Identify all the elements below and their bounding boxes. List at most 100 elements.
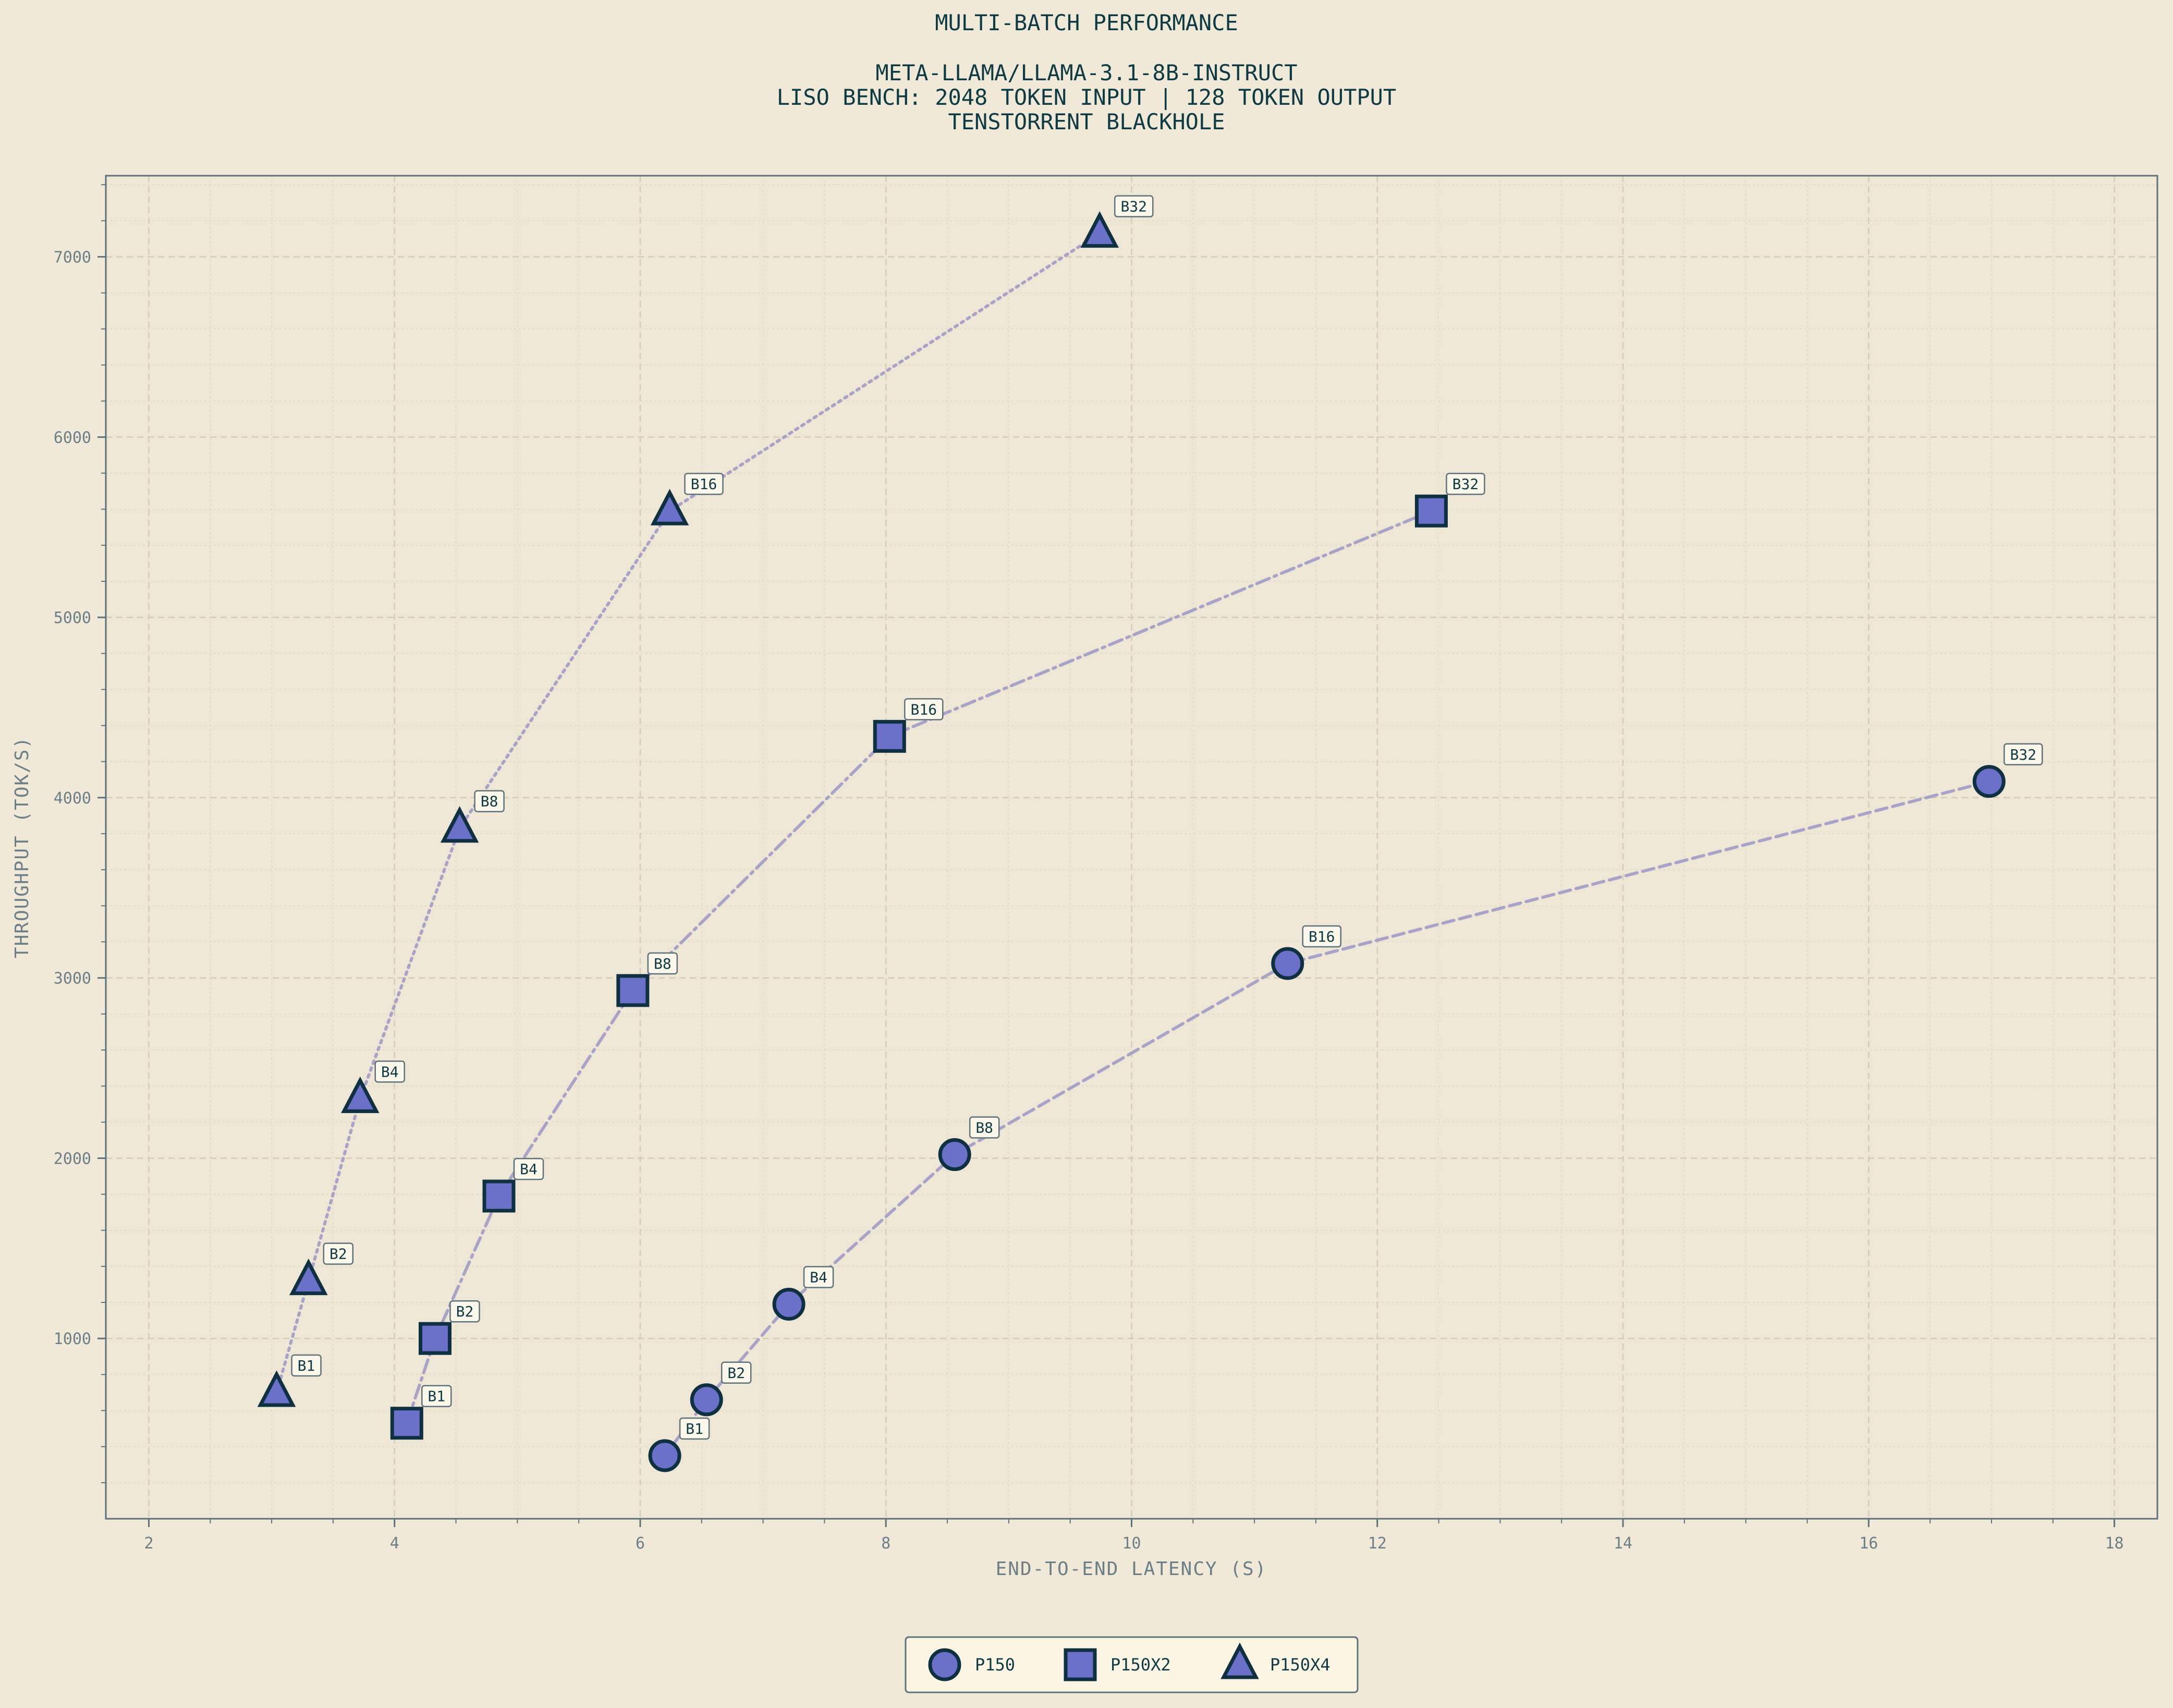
y-tick-label: 6000 (54, 429, 91, 447)
y-tick-label: 1000 (54, 1330, 91, 1348)
axis-ticks: 2 4 6 8 10 12 14 16 18 1000 2000 3000 4000 5000 6000 70… (54, 184, 2124, 1553)
x-tick-label: 14 (1614, 1534, 1632, 1553)
point-label-p150x4-b4: B4 (374, 1060, 406, 1083)
point-label-text: B4 (810, 1269, 827, 1286)
point-p150x4-b32 (1080, 211, 1119, 248)
point-label-text: B2 (456, 1303, 474, 1320)
title-line-3: META-LLAMA/LLAMA-3.1-8B-INSTRUCT (875, 60, 1297, 86)
point-label-box (647, 952, 678, 975)
legend-item-p150x2: P150X2 (1064, 1648, 1171, 1681)
point-p150x4-b4 (340, 1076, 380, 1113)
point-label-box (969, 1116, 1000, 1139)
point-label-p150x2-b16: B16 (904, 698, 944, 721)
point-p150x4-b1 (257, 1370, 296, 1407)
point-p150x4-b8 (440, 806, 479, 843)
series-line-p150x4 (275, 231, 1102, 1394)
point-label-box (904, 698, 944, 721)
point-p150-b16 (1271, 947, 1304, 980)
point-label-p150x4-b2: B2 (323, 1242, 354, 1265)
point-label-p150x2-b32: B32 (1446, 472, 1485, 495)
x-tick-label: 10 (1122, 1534, 1141, 1553)
point-label-text: B1 (686, 1420, 703, 1437)
point-label-text: B2 (727, 1364, 745, 1382)
point-label-p150x4-b16: B16 (684, 472, 724, 495)
legend-item-p150: P150 (928, 1648, 1015, 1681)
point-label-text: B32 (1120, 198, 1147, 215)
point-label-p150-b2: B2 (721, 1361, 752, 1384)
point-label-text: B4 (520, 1161, 538, 1178)
point-label-p150-b8: B8 (969, 1116, 1000, 1139)
point-label-box (513, 1157, 544, 1180)
point-p150-b8 (938, 1138, 971, 1172)
x-axis-label: END-TO-END LATENCY (S) (996, 1558, 1267, 1580)
y-tick-label: 7000 (54, 249, 91, 267)
point-label-box (721, 1361, 752, 1384)
point-label-box (2003, 743, 2043, 766)
point-label-p150x2-b2: B2 (449, 1300, 480, 1323)
legend-marker-circle (928, 1648, 961, 1681)
point-label-box (374, 1060, 406, 1083)
point-label-box (474, 790, 505, 812)
point-label-text: B4 (381, 1063, 399, 1080)
point-p150x2-b8 (616, 974, 650, 1007)
x-tick-label: 12 (1368, 1534, 1387, 1553)
point-p150x2-b4 (482, 1179, 516, 1213)
point-label-text: B16 (691, 475, 717, 493)
legend-label: P150X2 (1110, 1655, 1171, 1675)
point-label-text: B1 (298, 1357, 315, 1374)
point-label-box (449, 1300, 480, 1323)
point-label-box (803, 1266, 834, 1288)
point-label-box (684, 472, 724, 495)
y-tick-label: 3000 (54, 970, 91, 988)
point-p150x2-b2 (418, 1322, 451, 1355)
point-p150x2-b16 (873, 719, 906, 753)
legend: P150 P150X2 P150X4 (905, 1636, 1359, 1693)
point-p150-b32 (1972, 765, 2006, 798)
point-label-text: B8 (654, 955, 672, 972)
chart-title: MULTI-BATCH PERFORMANCE META-LLAMA/LLAMA… (777, 10, 1396, 135)
legend-item-p150x4: P150X4 (1220, 1642, 1330, 1679)
point-label-box (421, 1385, 452, 1407)
point-p150-b4 (772, 1288, 805, 1321)
point-label-p150x2-b8: B8 (647, 952, 678, 975)
point-label-p150x4-b8: B8 (474, 790, 505, 812)
y-tick-label: 5000 (54, 609, 91, 627)
point-label-box (1302, 925, 1341, 948)
point-label-box (1114, 195, 1154, 217)
point-label-p150-b1: B1 (679, 1417, 710, 1440)
point-label-p150x2-b1: B1 (421, 1385, 452, 1407)
point-label-p150x4-b1: B1 (291, 1354, 322, 1377)
point-label-text: B16 (911, 701, 937, 718)
point-label-box (291, 1354, 322, 1377)
x-tick-label: 4 (390, 1534, 399, 1553)
x-tick-label: 6 (636, 1534, 645, 1553)
point-label-box (679, 1417, 710, 1440)
point-p150x4-b16 (650, 489, 689, 526)
y-tick-label: 4000 (54, 789, 91, 808)
grid (106, 176, 2157, 1519)
legend-marker-triangle (1220, 1642, 1259, 1679)
x-tick-label: 8 (881, 1534, 890, 1553)
series-markers (257, 211, 2006, 1472)
point-label-p150x4-b32: B32 (1114, 195, 1154, 217)
title-line-1: MULTI-BATCH PERFORMANCE (935, 10, 1238, 35)
point-p150x2-b32 (1414, 494, 1448, 528)
point-label-text: B1 (428, 1388, 445, 1405)
point-label-box (1446, 472, 1485, 495)
legend-label: P150 (975, 1655, 1015, 1675)
point-label-box (323, 1242, 354, 1265)
point-p150x2-b1 (390, 1407, 423, 1440)
point-label-text: B2 (329, 1246, 347, 1263)
point-labels: B1 B2 B4 B8 B16 B32 B1 B2 B4 B8 B16 B32 B1 B2 B4 B8 B16 B… (291, 195, 2043, 1440)
x-tick-label: 16 (1859, 1534, 1878, 1553)
point-label-p150x2-b4: B4 (513, 1157, 544, 1180)
y-axis-label: THROUGHPUT (TOK/S) (11, 736, 33, 958)
point-p150x4-b2 (289, 1259, 328, 1296)
point-label-text: B8 (975, 1119, 993, 1137)
legend-marker-square (1064, 1648, 1097, 1681)
point-p150-b2 (690, 1383, 723, 1417)
point-label-text: B32 (2010, 746, 2036, 763)
point-label-p150-b16: B16 (1302, 925, 1341, 948)
legend-label: P150X4 (1270, 1655, 1330, 1675)
